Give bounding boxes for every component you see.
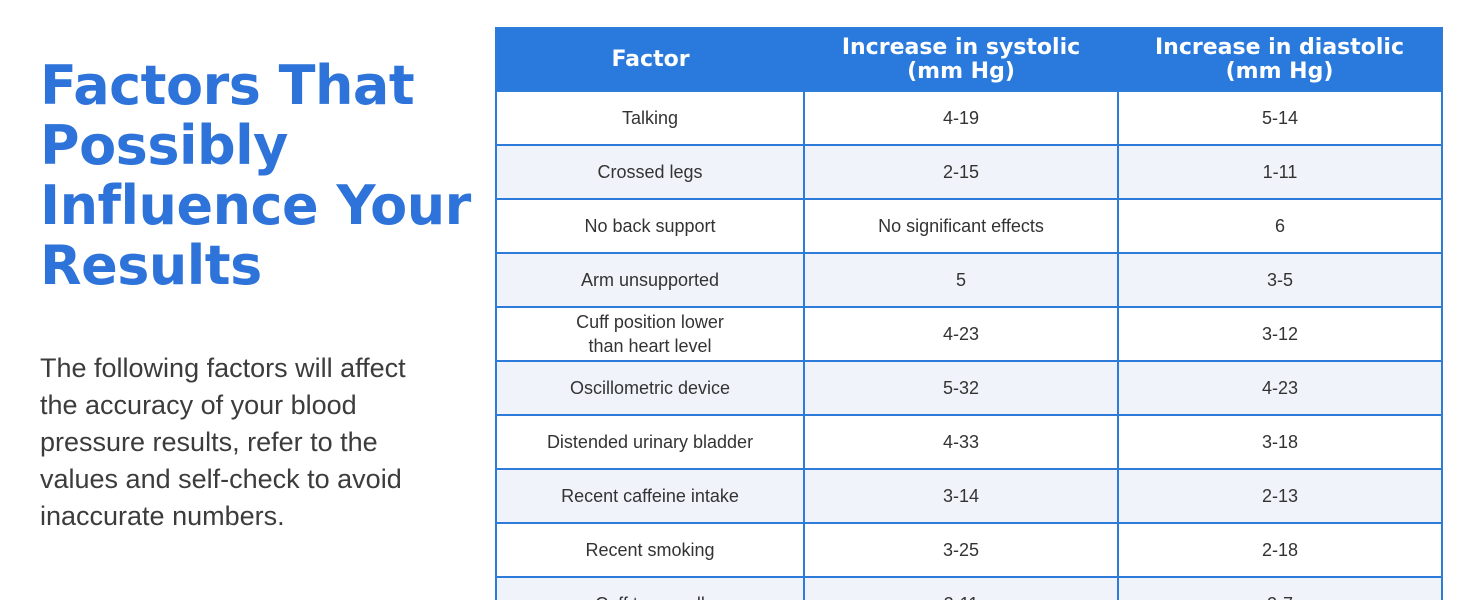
column-header-label: Factor [611,46,690,72]
factors-table: Factor Increase in systolic (mm Hg) Incr… [495,27,1443,600]
column-header-systolic: Increase in systolic (mm Hg) [804,28,1118,91]
systolic-cell: 5-32 [803,360,1119,416]
page-title-line: Influence Your [40,174,471,237]
table-row: Crossed legs 2-15 1-11 [495,144,1443,200]
table-row: Cuff position lower than heart level 4-2… [495,306,1443,362]
factor-cell: No back support [495,198,805,254]
factor-cell: Crossed legs [495,144,805,200]
column-header-diastolic: Increase in diastolic (mm Hg) [1118,28,1442,91]
column-header-factor: Factor [496,28,804,91]
table-row: Recent caffeine intake 3-14 2-13 [495,468,1443,524]
column-header-label: Increase in systolic [841,34,1081,60]
factor-cell: Recent smoking [495,522,805,578]
table-header: Factor Increase in systolic (mm Hg) Incr… [496,28,1442,91]
table-row: Talking 4-19 5-14 [495,90,1443,146]
diastolic-cell: 4-23 [1117,360,1443,416]
systolic-cell: 5 [803,252,1119,308]
page-description: The following factors will affect the ac… [40,350,495,535]
diastolic-cell: 3-12 [1117,306,1443,362]
diastolic-cell: 2-13 [1117,468,1443,524]
page-title-line: Possibly [40,114,288,177]
page-description-line: the accuracy of your blood [40,390,357,420]
factor-cell: Cuff too small [495,576,805,600]
factor-cell: Arm unsupported [495,252,805,308]
page-title: Factors That Possibly Influence Your Res… [40,56,495,296]
diastolic-cell: 5-14 [1117,90,1443,146]
factor-cell: Distended urinary bladder [495,414,805,470]
table-body: Talking 4-19 5-14 Crossed legs 2-15 1-11… [495,90,1443,600]
column-header-sublabel: (mm Hg) [1225,58,1334,84]
diastolic-cell: 3-18 [1117,414,1443,470]
intro-panel: Factors That Possibly Influence Your Res… [40,56,495,535]
page-description-line: pressure results, refer to the [40,427,378,457]
systolic-cell: 3-14 [803,468,1119,524]
table-row: Distended urinary bladder 4-33 3-18 [495,414,1443,470]
diastolic-cell: 2-18 [1117,522,1443,578]
table-row: Recent smoking 3-25 2-18 [495,522,1443,578]
diastolic-cell: 2-7 [1117,576,1443,600]
page-title-line: Results [40,234,262,297]
table-row: Oscillometric device 5-32 4-23 [495,360,1443,416]
systolic-cell: 4-23 [803,306,1119,362]
diastolic-cell: 6 [1117,198,1443,254]
systolic-cell: 2-15 [803,144,1119,200]
column-header-sublabel: (mm Hg) [907,58,1015,84]
table-row: Cuff too small 2-11 2-7 [495,576,1443,600]
systolic-cell: 4-19 [803,90,1119,146]
systolic-cell: 2-11 [803,576,1119,600]
column-header-label: Increase in diastolic [1154,34,1405,60]
factor-cell: Talking [495,90,805,146]
diastolic-cell: 3-5 [1117,252,1443,308]
page-description-line: The following factors will affect [40,353,406,383]
systolic-cell: 4-33 [803,414,1119,470]
diastolic-cell: 1-11 [1117,144,1443,200]
page-description-line: values and self-check to avoid [40,464,402,494]
header-row: Factor Increase in systolic (mm Hg) Incr… [496,28,1442,91]
factor-cell: Recent caffeine intake [495,468,805,524]
factor-cell: Cuff position lower than heart level [495,306,805,362]
table-row: Arm unsupported 5 3-5 [495,252,1443,308]
table-row: No back support No significant effects 6 [495,198,1443,254]
systolic-cell: 3-25 [803,522,1119,578]
systolic-cell: No significant effects [803,198,1119,254]
factor-cell: Oscillometric device [495,360,805,416]
page-title-line: Factors That [40,54,415,117]
page-description-line: inaccurate numbers. [40,501,285,531]
